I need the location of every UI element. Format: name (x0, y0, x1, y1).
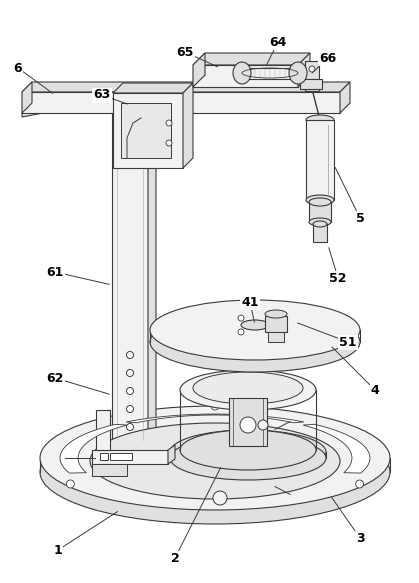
Polygon shape (22, 94, 120, 117)
Bar (92, 450, 168, 464)
Polygon shape (112, 86, 156, 92)
Circle shape (309, 66, 315, 72)
Bar (265, 316, 287, 332)
Ellipse shape (193, 372, 303, 404)
Bar (242, 68, 298, 79)
Text: 52: 52 (329, 272, 347, 285)
Bar (309, 202, 331, 222)
Bar (112, 92, 148, 450)
Bar (313, 224, 327, 242)
Text: 4: 4 (371, 384, 379, 396)
Ellipse shape (233, 62, 251, 84)
Polygon shape (148, 86, 156, 450)
Bar (121, 103, 171, 158)
Ellipse shape (289, 62, 307, 84)
Ellipse shape (150, 312, 360, 372)
Polygon shape (126, 414, 304, 423)
Circle shape (258, 420, 268, 430)
Circle shape (238, 315, 244, 321)
Circle shape (127, 406, 134, 413)
Text: 2: 2 (171, 552, 179, 564)
Ellipse shape (90, 423, 340, 499)
Text: 3: 3 (356, 532, 364, 545)
Bar (268, 332, 284, 342)
Circle shape (127, 352, 134, 359)
Polygon shape (193, 53, 205, 87)
Ellipse shape (265, 310, 287, 318)
Ellipse shape (309, 218, 331, 226)
Text: 65: 65 (176, 45, 194, 58)
Text: 61: 61 (47, 265, 64, 279)
Ellipse shape (170, 436, 326, 480)
Circle shape (127, 370, 134, 377)
Polygon shape (298, 53, 310, 87)
Bar (306, 120, 334, 200)
Circle shape (127, 423, 134, 430)
Polygon shape (303, 424, 370, 473)
Polygon shape (183, 83, 193, 168)
Polygon shape (60, 424, 127, 473)
Polygon shape (113, 83, 193, 93)
Text: 6: 6 (14, 61, 22, 75)
Text: 51: 51 (339, 335, 357, 349)
Circle shape (213, 491, 227, 505)
Bar (100, 453, 108, 460)
Ellipse shape (309, 198, 331, 206)
Ellipse shape (180, 370, 316, 410)
Ellipse shape (40, 406, 390, 510)
Bar (113, 93, 183, 168)
Polygon shape (22, 82, 32, 113)
Ellipse shape (313, 221, 327, 227)
Circle shape (127, 388, 134, 395)
Ellipse shape (241, 320, 269, 330)
Bar (92, 464, 127, 476)
Bar (193, 65, 298, 87)
Text: 64: 64 (269, 36, 287, 48)
Bar (96, 410, 110, 450)
Text: 41: 41 (241, 296, 259, 308)
Circle shape (66, 480, 75, 488)
Bar (300, 79, 322, 89)
Text: 5: 5 (356, 212, 365, 224)
Circle shape (280, 322, 286, 328)
Text: 63: 63 (93, 89, 111, 101)
Polygon shape (340, 82, 350, 113)
Circle shape (238, 329, 244, 335)
Ellipse shape (306, 115, 334, 125)
Text: 62: 62 (47, 371, 64, 385)
Circle shape (166, 120, 172, 126)
Ellipse shape (306, 195, 334, 205)
Ellipse shape (170, 430, 326, 474)
Ellipse shape (150, 300, 360, 360)
Polygon shape (193, 53, 310, 65)
Polygon shape (22, 82, 350, 92)
Bar (229, 398, 267, 446)
Circle shape (166, 140, 172, 146)
Circle shape (240, 417, 256, 433)
Ellipse shape (40, 420, 390, 524)
Circle shape (356, 480, 364, 488)
Bar (305, 61, 319, 91)
Polygon shape (168, 445, 175, 464)
Ellipse shape (180, 430, 316, 470)
Bar (22, 92, 340, 113)
Bar (110, 453, 132, 460)
Text: 66: 66 (319, 51, 336, 65)
Text: 1: 1 (54, 543, 62, 557)
Circle shape (211, 402, 219, 410)
